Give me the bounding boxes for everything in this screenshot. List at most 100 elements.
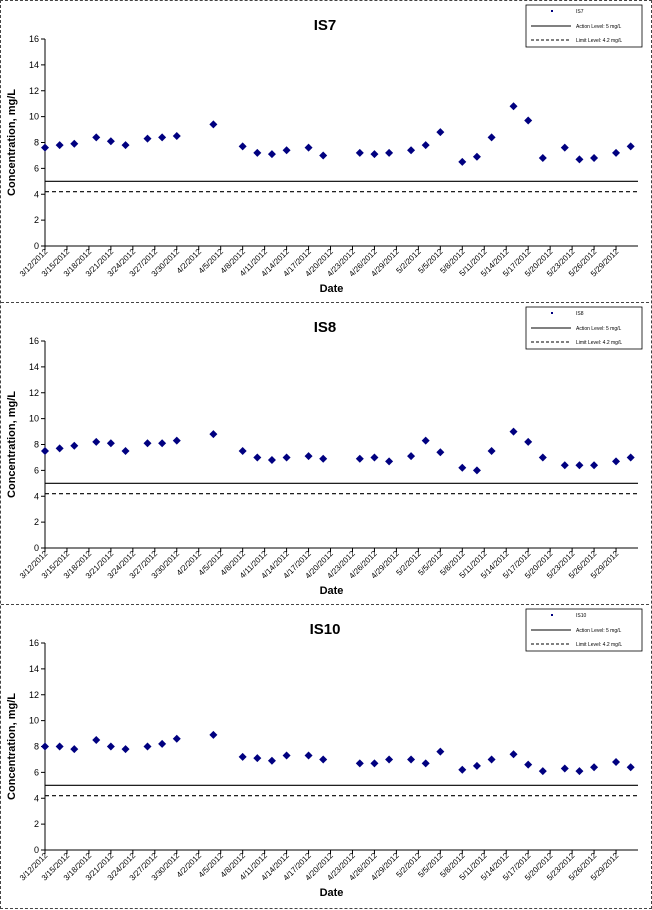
y-tick-label: 2 — [34, 215, 39, 225]
data-point — [282, 146, 291, 155]
data-point — [172, 132, 181, 141]
data-point — [41, 143, 49, 152]
data-point — [385, 148, 394, 157]
legend-label: IS10 — [576, 613, 587, 619]
data-point — [560, 764, 569, 773]
y-tick-label: 16 — [29, 638, 39, 648]
data-point — [487, 755, 496, 764]
data-point — [106, 439, 115, 448]
data-point — [407, 146, 416, 155]
y-axis-label: Concentration, mg/L — [6, 391, 18, 498]
data-point — [253, 148, 262, 157]
data-point — [282, 751, 291, 760]
data-point — [538, 453, 547, 462]
panel-separator — [1, 604, 649, 605]
data-point — [238, 142, 247, 151]
legend-marker-swatch — [551, 10, 553, 12]
data-point — [143, 134, 152, 143]
data-point — [106, 742, 115, 751]
legend-label: IS8 — [576, 311, 584, 317]
data-point — [436, 747, 445, 756]
data-point — [421, 141, 430, 150]
data-point — [575, 461, 584, 470]
chart-is7: IS7 IS7 Action Level: 5 mg/L Limit Level: 4… — [6, 4, 643, 295]
y-tick-label: 6 — [34, 767, 39, 777]
data-point — [370, 453, 379, 462]
data-point — [524, 437, 533, 446]
data-point — [560, 143, 569, 152]
y-tick-label: 14 — [29, 664, 39, 674]
data-point — [70, 139, 79, 148]
data-point — [121, 745, 130, 754]
data-point — [304, 751, 313, 760]
data-point — [70, 441, 79, 450]
data-point — [304, 143, 313, 152]
y-tick-label: 12 — [29, 86, 39, 96]
chart-panel-is8: IS8 IS8 Action Level: 5 mg/L Limit Level: 4… — [1, 304, 649, 603]
data-point — [209, 430, 218, 439]
data-point — [209, 120, 218, 129]
legend-label: Limit Level: 4.2 mg/L — [576, 340, 622, 346]
data-point — [121, 141, 130, 150]
data-point — [590, 154, 599, 163]
data-point — [524, 760, 533, 769]
data-point — [385, 755, 394, 764]
data-point — [626, 142, 635, 151]
legend-label: Action Level: 5 mg/L — [576, 24, 622, 30]
data-point — [158, 439, 167, 448]
chart-title: IS10 — [310, 621, 341, 638]
y-tick-label: 4 — [34, 793, 39, 803]
chart-is8: IS8 IS8 Action Level: 5 mg/L Limit Level: 4… — [6, 306, 643, 597]
data-point — [282, 453, 291, 462]
data-point — [92, 437, 101, 446]
data-point — [560, 461, 569, 470]
y-tick-label: 10 — [29, 716, 39, 726]
y-tick-label: 16 — [29, 34, 39, 44]
y-tick-label: 12 — [29, 690, 39, 700]
data-point — [458, 157, 467, 166]
data-point — [436, 448, 445, 457]
data-point — [487, 446, 496, 455]
data-point — [612, 758, 621, 767]
data-point — [575, 767, 584, 776]
data-point — [509, 102, 518, 111]
data-point — [458, 765, 467, 774]
data-point — [55, 444, 64, 453]
data-point — [41, 742, 49, 751]
data-point — [253, 453, 262, 462]
chart-panel-is10: IS10 IS10 Action Level: 5 mg/L Limit Level:… — [1, 606, 649, 905]
legend-label: Limit Level: 4.2 mg/L — [576, 38, 622, 44]
chart-title: IS8 — [314, 319, 337, 336]
data-point — [612, 457, 621, 466]
data-point — [55, 742, 64, 751]
data-point — [472, 466, 481, 475]
y-tick-label: 0 — [34, 543, 39, 553]
chart-is10: IS10 IS10 Action Level: 5 mg/L Limit Level:… — [6, 608, 643, 899]
data-point — [524, 116, 533, 125]
data-point — [509, 427, 518, 436]
legend-label: Action Level: 5 mg/L — [576, 326, 622, 332]
y-tick-label: 12 — [29, 388, 39, 398]
y-tick-label: 14 — [29, 362, 39, 372]
legend: IS8 Action Level: 5 mg/L Limit Level: 4.2 … — [525, 306, 643, 350]
data-point — [370, 150, 379, 159]
legend-marker-swatch — [551, 614, 553, 616]
data-point — [575, 155, 584, 164]
y-tick-label: 10 — [29, 112, 39, 122]
data-point — [304, 452, 313, 461]
data-point — [158, 133, 167, 142]
data-point — [319, 755, 328, 764]
x-axis-label: Date — [320, 887, 344, 899]
y-tick-label: 10 — [29, 414, 39, 424]
data-point — [590, 461, 599, 470]
data-point — [626, 763, 635, 772]
data-point — [172, 436, 181, 445]
y-axis-label: Concentration, mg/L — [6, 693, 18, 800]
y-tick-label: 8 — [34, 742, 39, 752]
data-point — [172, 734, 181, 743]
data-point — [421, 759, 430, 768]
y-tick-label: 0 — [34, 845, 39, 855]
data-point — [407, 755, 416, 764]
legend-label: Limit Level: 4.2 mg/L — [576, 642, 622, 648]
data-point — [355, 454, 364, 463]
